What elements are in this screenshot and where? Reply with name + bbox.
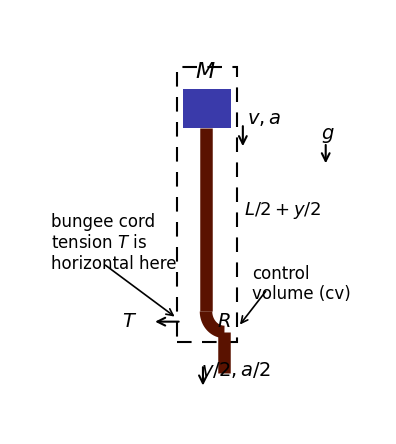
Text: $L/2+$y$/2$: $L/2+$y$/2$	[244, 200, 321, 221]
Text: control
volume (cv): control volume (cv)	[252, 265, 351, 303]
Text: $M$: $M$	[195, 62, 216, 82]
Text: $T$: $T$	[122, 312, 137, 331]
Text: $R$: $R$	[217, 312, 230, 331]
Text: $g$: $g$	[321, 126, 335, 145]
Text: $v/2, a/2$: $v/2, a/2$	[202, 360, 271, 380]
Text: $v, a$: $v, a$	[248, 109, 282, 128]
Text: bungee cord
tension $T$ is
horizontal here: bungee cord tension $T$ is horizontal he…	[51, 213, 177, 273]
Bar	[183, 89, 230, 128]
